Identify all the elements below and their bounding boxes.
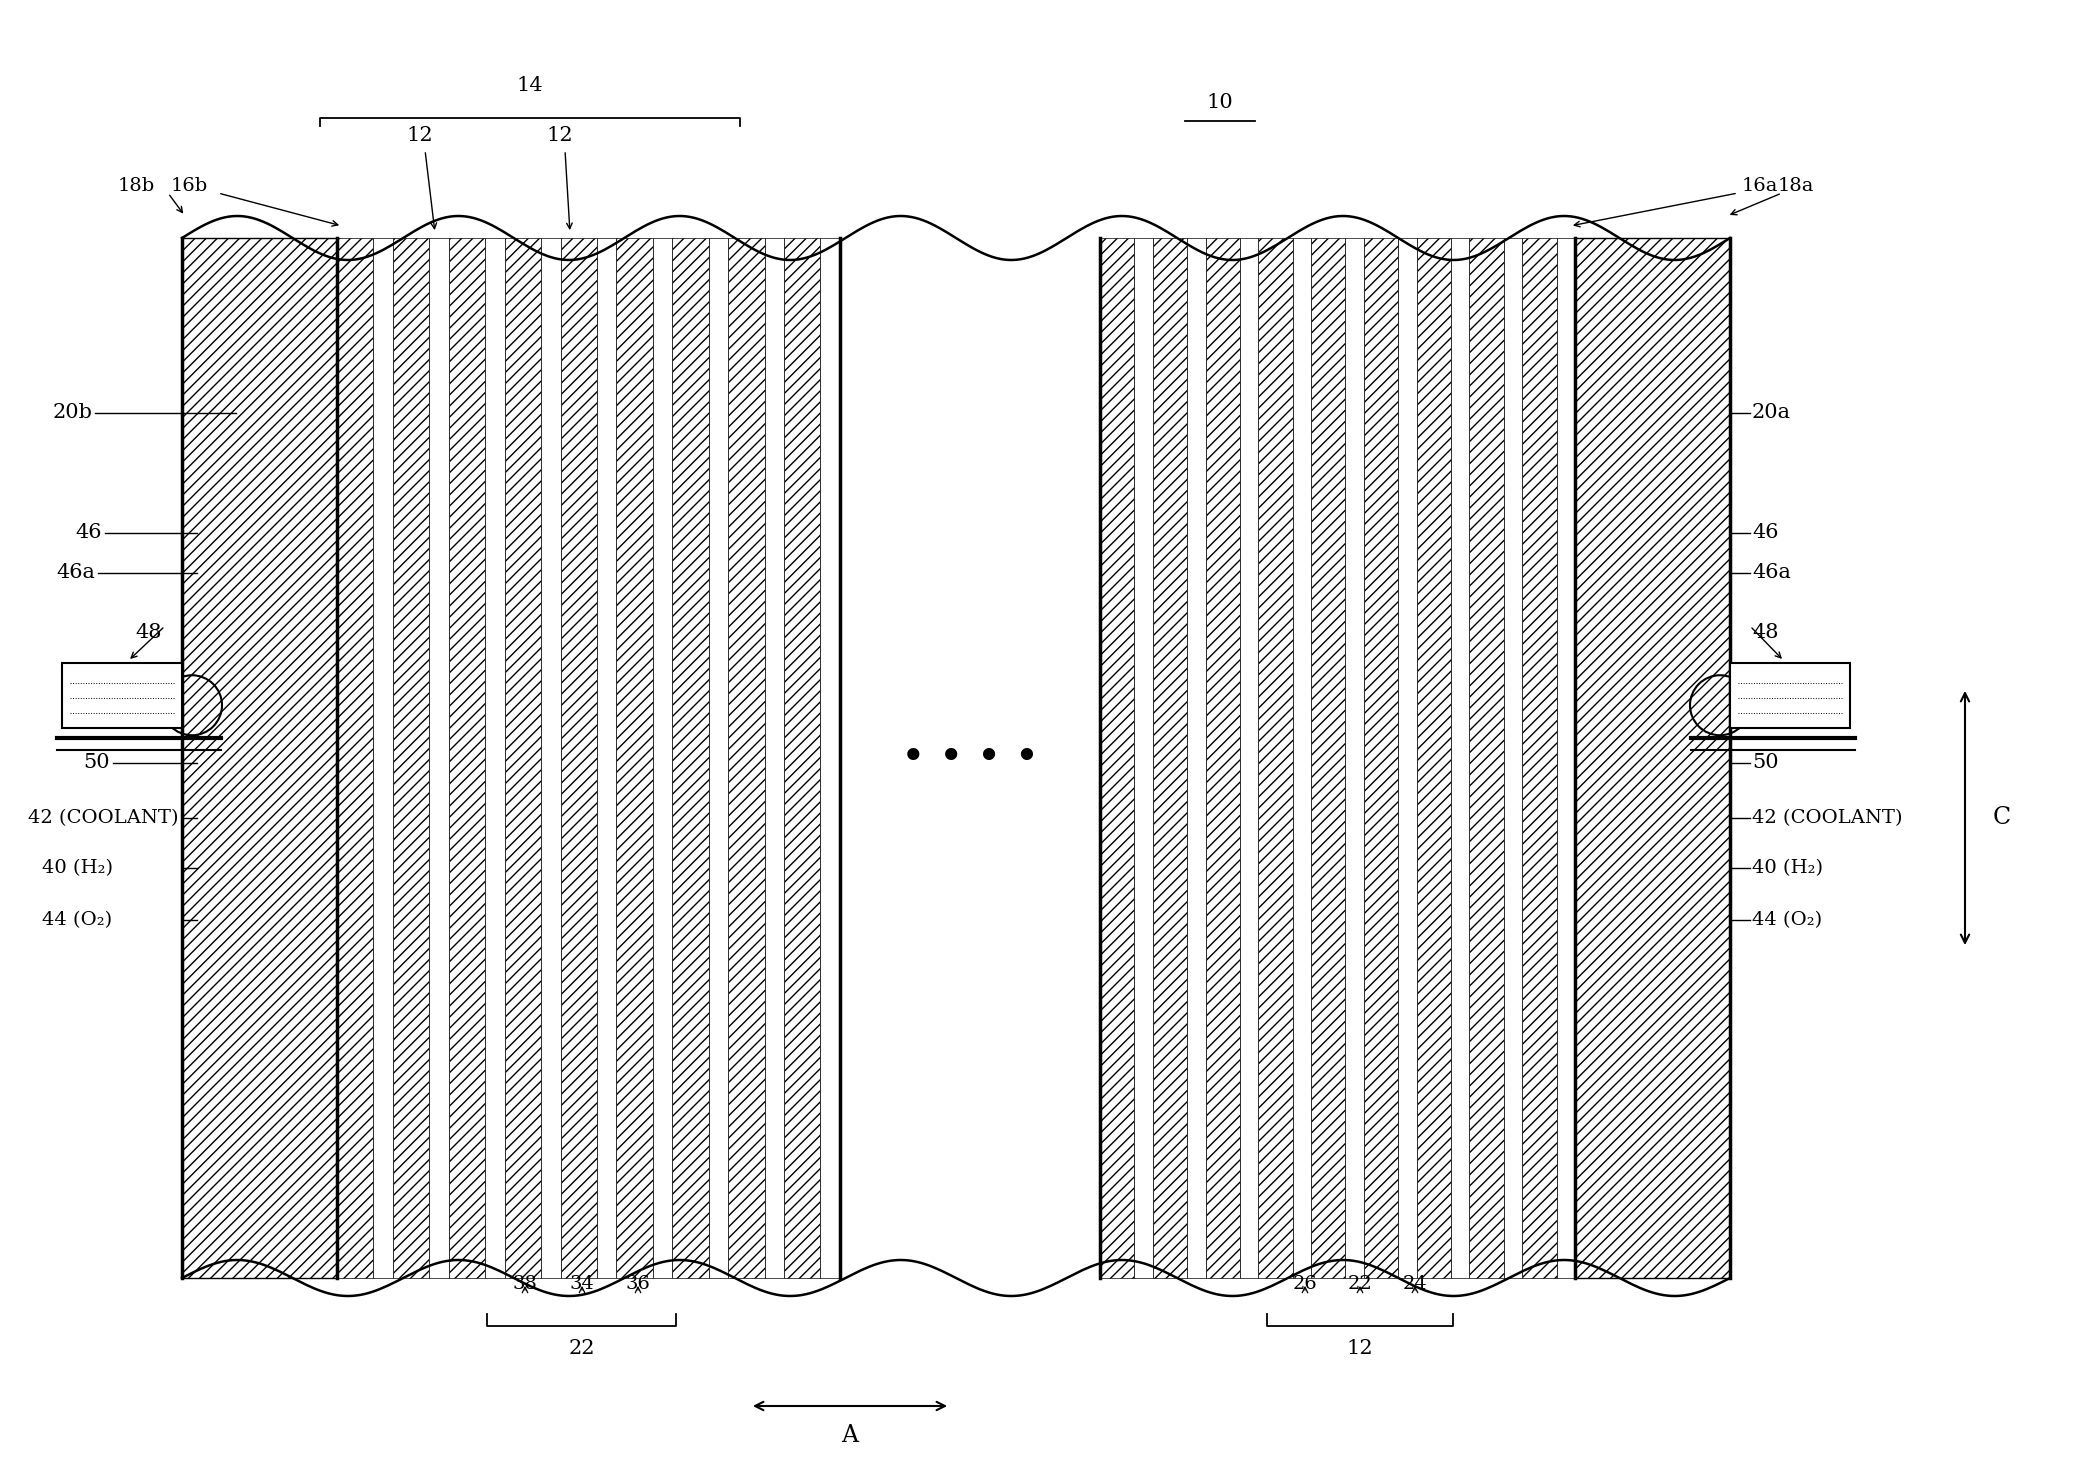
Bar [673, 238, 709, 1279]
Text: 36: 36 [625, 1276, 650, 1293]
Bar [505, 238, 540, 1279]
Bar [1153, 238, 1187, 1279]
Bar [1099, 238, 1135, 1279]
Bar [1241, 238, 1259, 1279]
Bar [1450, 238, 1469, 1279]
Text: 42 (COOLANT): 42 (COOLANT) [1752, 809, 1903, 826]
Text: 20a: 20a [1752, 404, 1791, 423]
Text: 18b: 18b [118, 178, 156, 195]
Text: 50: 50 [83, 753, 110, 772]
Text: 20b: 20b [52, 404, 91, 423]
Text: 12: 12 [1347, 1339, 1374, 1358]
Text: 46: 46 [1752, 524, 1779, 543]
Text: 10: 10 [1207, 94, 1234, 113]
Bar [540, 238, 561, 1279]
Bar [374, 238, 393, 1279]
Bar [62, 664, 183, 728]
Bar [709, 238, 727, 1279]
Text: 48: 48 [1752, 624, 1779, 643]
Bar [1504, 238, 1523, 1279]
Text: 48: 48 [135, 624, 162, 643]
Text: C: C [1993, 806, 2012, 829]
Text: 26: 26 [1293, 1276, 1317, 1293]
Bar [652, 238, 673, 1279]
Bar [783, 238, 821, 1279]
Bar [393, 238, 430, 1279]
Bar [1731, 664, 1849, 728]
Bar [1523, 238, 1556, 1279]
Text: 16a: 16a [1741, 178, 1779, 195]
Text: 24: 24 [1403, 1276, 1428, 1293]
Bar [1469, 238, 1504, 1279]
Bar [1556, 238, 1575, 1279]
Bar [1363, 238, 1398, 1279]
Text: A: A [842, 1424, 858, 1447]
Bar [561, 238, 596, 1279]
Bar [1344, 238, 1363, 1279]
Bar [1398, 238, 1417, 1279]
Text: 14: 14 [517, 76, 542, 95]
Bar [1187, 238, 1205, 1279]
Bar [484, 238, 505, 1279]
Bar [617, 238, 652, 1279]
Text: 44 (O₂): 44 (O₂) [1752, 912, 1822, 929]
Text: 12: 12 [547, 126, 574, 145]
Text: 18a: 18a [1779, 178, 1814, 195]
Bar [430, 238, 449, 1279]
Text: 44 (O₂): 44 (O₂) [42, 912, 112, 929]
Bar [449, 238, 484, 1279]
Text: 22: 22 [567, 1339, 594, 1358]
Bar [1293, 238, 1311, 1279]
Text: 40 (H₂): 40 (H₂) [1752, 859, 1822, 876]
Bar [1259, 238, 1293, 1279]
Text: 12: 12 [407, 126, 434, 145]
Bar [1135, 238, 1153, 1279]
Text: 22: 22 [1349, 1276, 1371, 1293]
Bar [765, 238, 783, 1279]
Text: 16b: 16b [170, 178, 208, 195]
Text: 46a: 46a [1752, 564, 1791, 583]
Text: • • • •: • • • • [902, 737, 1039, 780]
Bar [337, 238, 374, 1279]
Bar [596, 238, 617, 1279]
Text: 42 (COOLANT): 42 (COOLANT) [27, 809, 179, 826]
Text: 46a: 46a [56, 564, 96, 583]
Bar [183, 238, 337, 1279]
Bar [1311, 238, 1344, 1279]
Bar [1205, 238, 1241, 1279]
Text: 38: 38 [513, 1276, 538, 1293]
Bar [821, 238, 840, 1279]
Bar [1417, 238, 1450, 1279]
Text: 50: 50 [1752, 753, 1779, 772]
Text: 40 (H₂): 40 (H₂) [42, 859, 112, 876]
Bar [727, 238, 765, 1279]
Text: 46: 46 [75, 524, 102, 543]
Bar [1575, 238, 1731, 1279]
Text: 34: 34 [569, 1276, 594, 1293]
